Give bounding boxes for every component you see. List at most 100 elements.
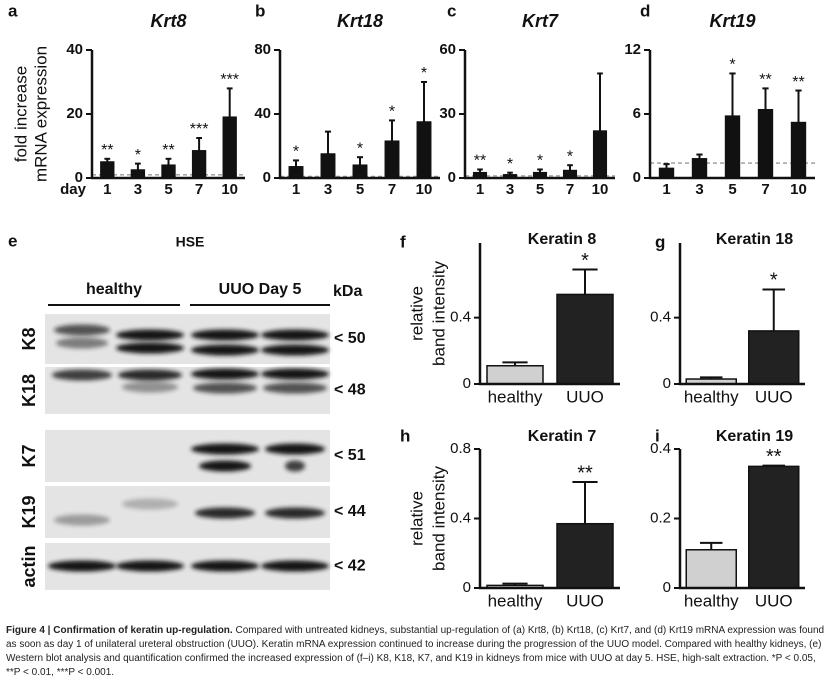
panel-letter: d [640,1,650,20]
significance-label: ** [792,74,804,91]
size-marker: < 42 [334,558,366,575]
row-label: K8 [19,327,39,350]
blot-band [191,329,259,341]
x-tick-label: 1 [476,181,484,198]
size-marker: < 44 [334,503,366,520]
bar [352,164,368,179]
x-tick-label: 1 [292,181,300,198]
y-tick-label: 0.4 [450,309,471,326]
bar [222,116,237,179]
x-tick-label: healthy [488,591,543,610]
blot-band [54,324,110,336]
blot-band [195,507,255,519]
bar [288,166,304,179]
y-tick-label: 40 [254,105,271,122]
blot-band [122,381,178,393]
x-tick-label: UUO [566,387,604,406]
significance-label: * [135,147,141,164]
blot-band [261,329,329,341]
y-tick-label: 12 [624,41,641,58]
x-tick-label: healthy [684,387,739,406]
chart-title: Krt7 [522,11,559,31]
chart-title: Keratin 7 [528,428,597,445]
panel-letter: a [8,1,18,20]
significance-label: ** [101,142,113,159]
blot-band [191,368,259,380]
x-tick-label: 10 [592,181,609,198]
blot-band [116,329,184,341]
x-tick-label: 3 [324,181,332,198]
group-label: UUO Day 5 [219,281,302,298]
y-tick-label: 0 [448,169,456,186]
significance-label: * [293,144,299,161]
y-axis-label: band intensity [429,261,448,366]
x-tick-label: 5 [536,181,544,198]
significance-label: * [770,270,778,292]
size-marker: < 48 [334,382,366,399]
significance-label: ** [766,446,782,468]
row-label: K18 [19,374,39,407]
y-tick-label: 0 [663,579,671,596]
y-tick-label: 30 [439,105,456,122]
row-label: K7 [19,444,39,467]
y-axis-label: band intensity [429,466,448,571]
significance-label: * [357,140,363,157]
y-axis-label: mRNA expression [31,46,50,182]
significance-label: *** [220,72,239,89]
significance-label: ** [577,462,593,484]
y-tick-label: 80 [254,41,271,58]
y-tick-label: 0.4 [450,509,471,526]
x-tick-label: 10 [416,181,433,198]
y-tick-label: 60 [439,41,456,58]
bar [556,522,614,589]
blot-band [48,560,116,572]
x-tick-label: 7 [566,181,574,198]
bar [691,158,708,179]
bar [191,150,207,179]
bar [384,140,400,179]
y-tick-label: 0 [463,579,471,596]
blot-band [265,443,325,455]
x-tick-label: 1 [103,181,111,198]
y-tick-label: 0 [663,375,671,392]
chart-title: Krt19 [709,11,755,31]
y-tick-label: 0.2 [650,509,671,526]
x-tick-label: 7 [388,181,396,198]
bar [748,465,800,589]
significance-label: * [389,104,395,121]
significance-label: ** [162,142,174,159]
significance-label: * [567,148,573,165]
blot-band [116,560,184,572]
bar [416,121,432,179]
chart-title: Keratin 8 [528,231,597,248]
blot-title: HSE [176,234,205,250]
significance-label: * [507,156,513,173]
x-tick-label: 5 [728,181,736,198]
bar [685,549,737,589]
blot-band [261,560,329,572]
bar [724,115,741,179]
x-tick-label: healthy [684,591,739,610]
blot-band [56,337,108,349]
y-tick-label: 6 [633,105,641,122]
significance-label: * [729,57,735,74]
panel-letter: c [447,1,456,20]
caption: Figure 4 | Confirmation of keratin up-re… [6,624,827,686]
y-axis-label: relative [407,491,426,546]
x-tick-label: 3 [695,181,703,198]
blot-band [191,443,259,455]
bar [757,108,774,179]
significance-label: ** [474,153,486,170]
blot-strip [45,430,330,482]
blot-band [265,507,325,519]
x-tick-label: 7 [195,181,203,198]
bar [161,164,176,179]
panel-letter: e [8,231,17,250]
x-tick-label: UUO [755,387,793,406]
blot-band [191,344,259,356]
y-axis-label: relative [407,286,426,341]
x-axis-label: day [60,181,87,198]
bar [556,293,614,385]
panel-letter: b [255,1,265,20]
bar [592,130,608,179]
